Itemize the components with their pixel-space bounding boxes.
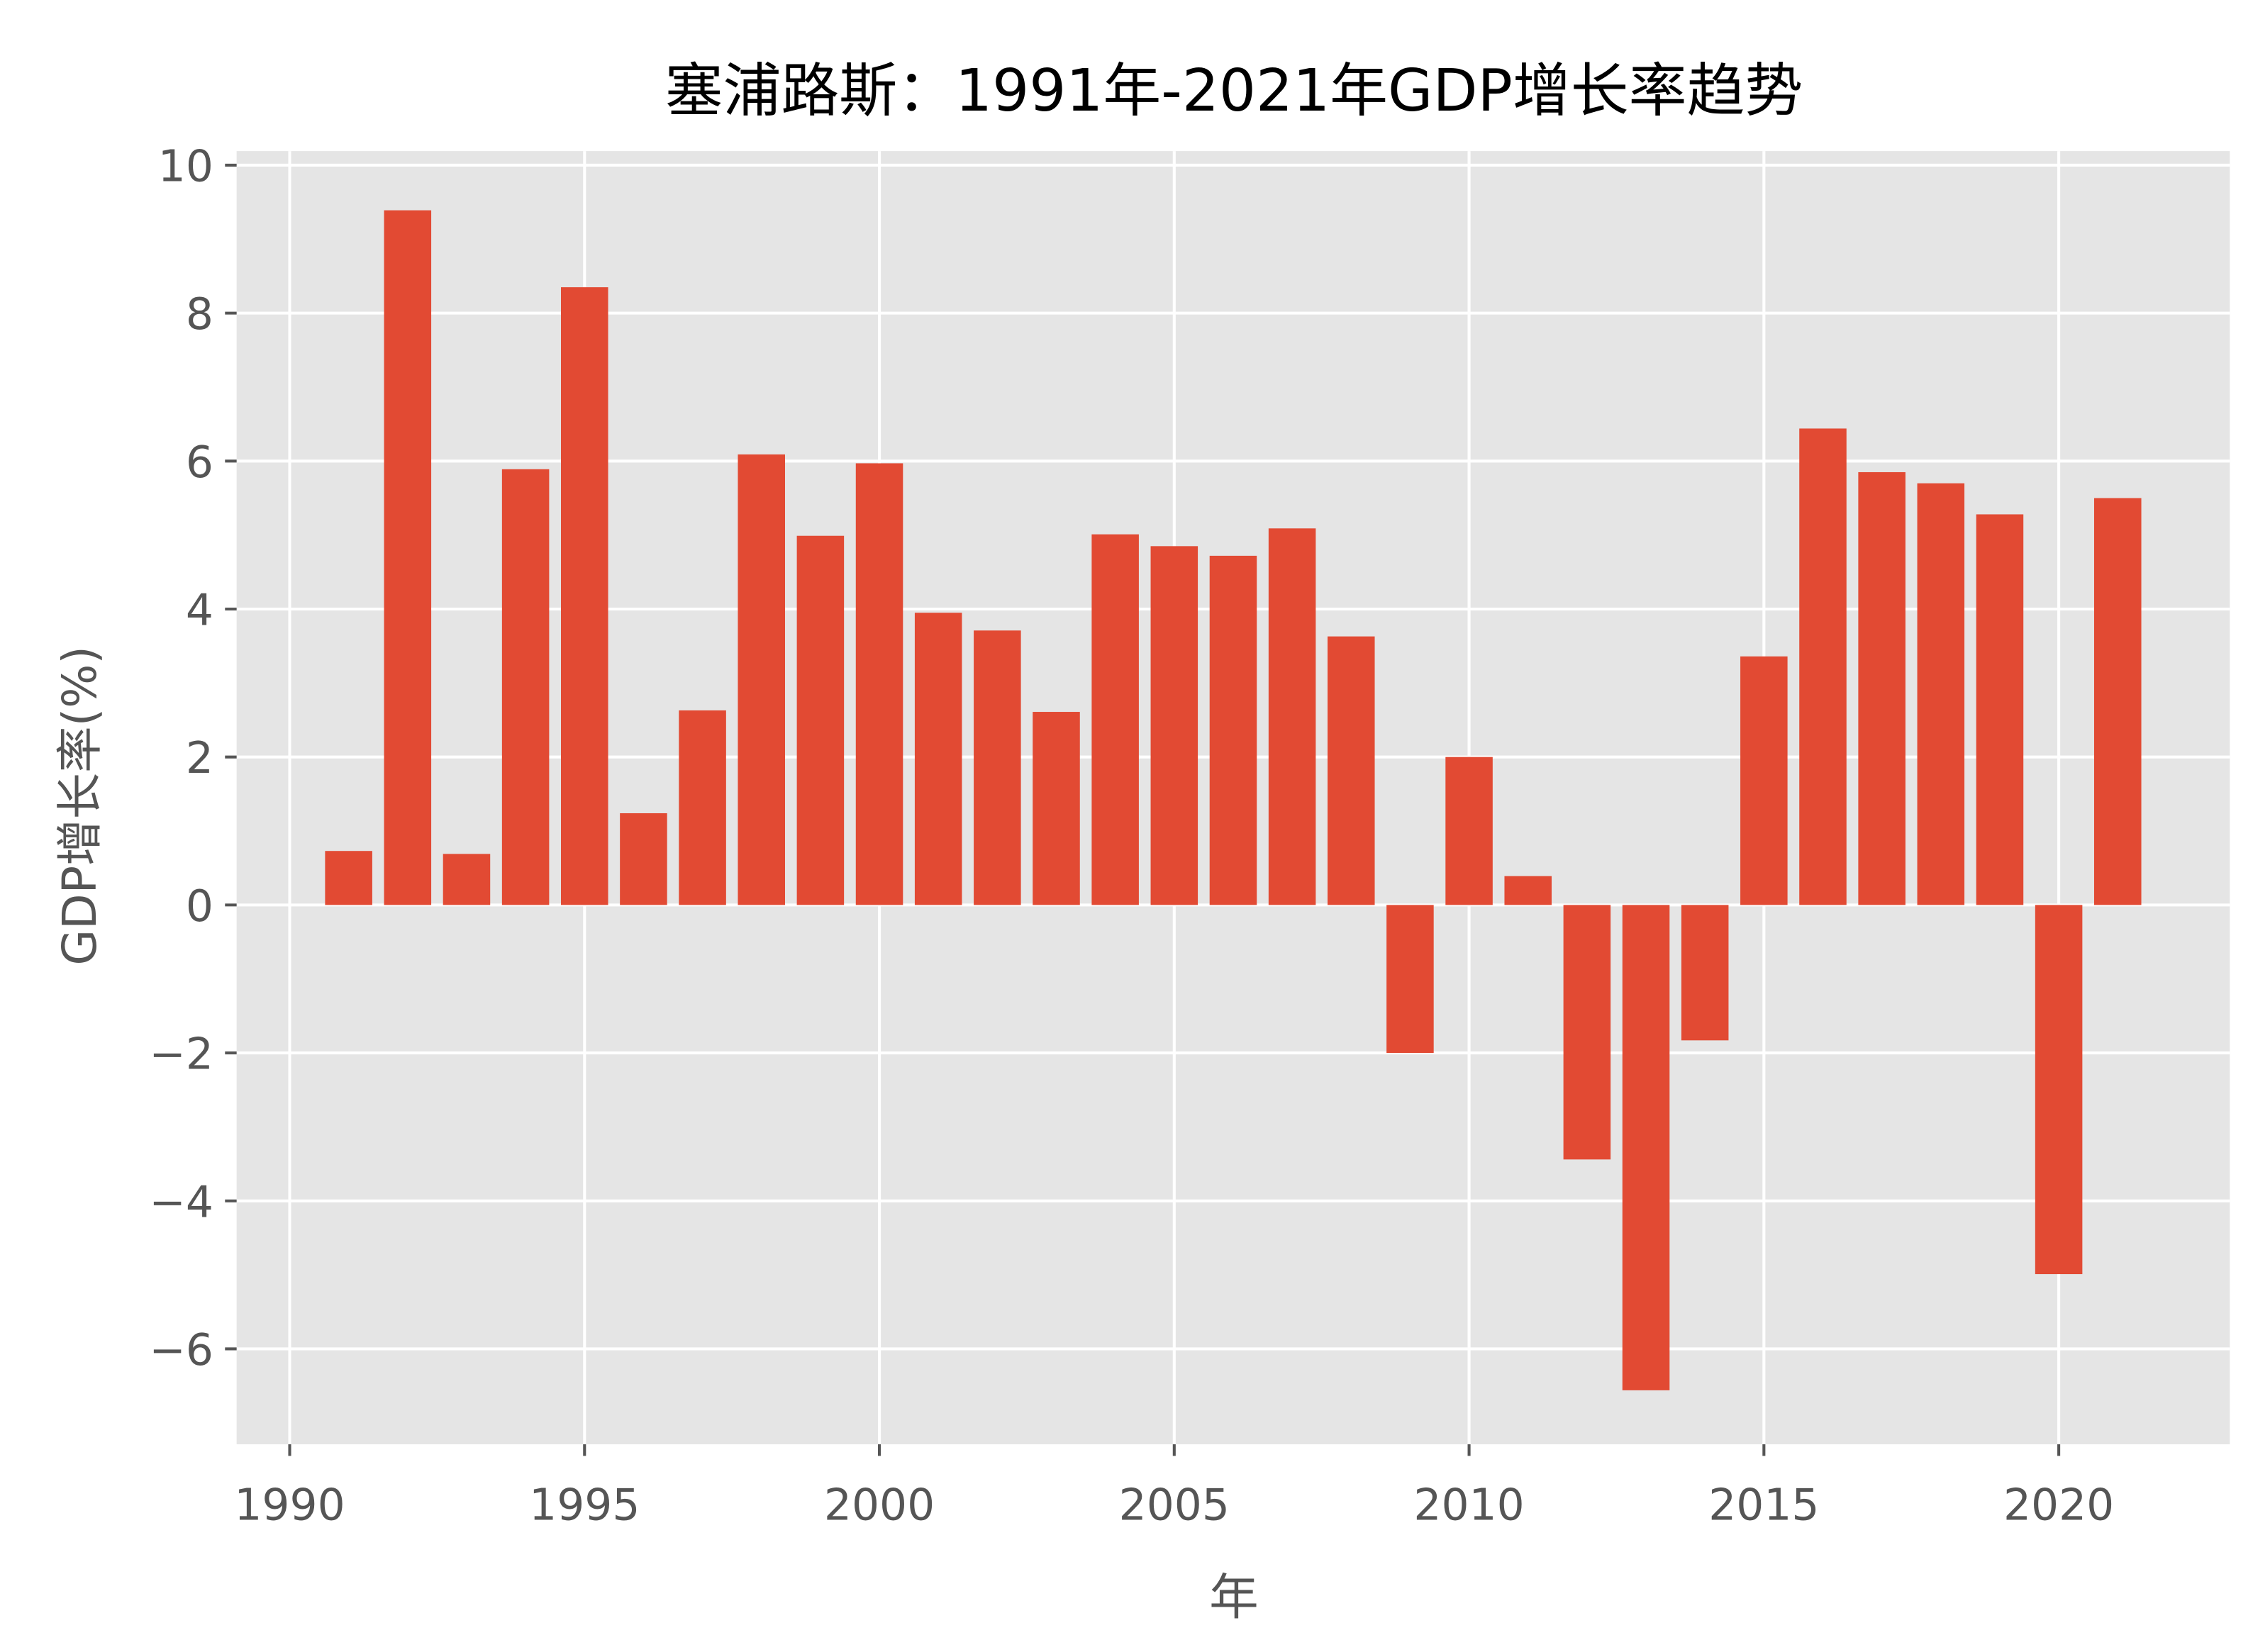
x-tick-label: 1990 [234, 1480, 345, 1530]
bar-2013 [1622, 905, 1670, 1390]
y-tick-label: 6 [186, 437, 213, 488]
bar-2011 [1504, 876, 1552, 905]
bar-2015 [1740, 656, 1788, 905]
bar-1995 [561, 287, 608, 905]
bar-2001 [914, 613, 962, 905]
bar-2007 [1268, 528, 1316, 905]
bars [325, 210, 2142, 1390]
chart-title: 塞浦路斯：1991年-2021年GDP增长率趋势 [665, 57, 1803, 125]
bar-1996 [620, 813, 667, 905]
bar-1993 [443, 854, 491, 905]
bar-2008 [1328, 636, 1375, 905]
bar-2020 [2035, 905, 2083, 1275]
bar-1999 [796, 535, 845, 905]
bar-2010 [1445, 757, 1493, 905]
bar-2016 [1799, 428, 1847, 905]
x-tick-label: 2005 [1119, 1480, 1230, 1530]
bar-2009 [1386, 905, 1434, 1054]
bar-2019 [1976, 514, 2024, 905]
bar-2000 [855, 463, 903, 905]
bar-2004 [1091, 534, 1139, 905]
y-tick-label: 10 [158, 141, 213, 191]
x-tick-label: 2015 [1708, 1480, 1819, 1530]
y-tick-label: 2 [186, 733, 213, 783]
bar-1991 [325, 851, 372, 905]
y-tick-label: −4 [149, 1177, 213, 1227]
bar-2021 [2093, 498, 2142, 905]
x-tick-label: 1995 [529, 1480, 640, 1530]
bar-2017 [1858, 471, 1906, 905]
x-axis-label: 年 [1209, 1569, 1259, 1626]
y-tick-label: 0 [186, 881, 213, 932]
bar-1997 [679, 710, 726, 905]
y-axis-label: GDP增长率(%) [53, 646, 107, 966]
x-tick-label: 2020 [2003, 1480, 2114, 1530]
bar-2014 [1681, 905, 1729, 1041]
x-tick-label: 2000 [824, 1480, 935, 1530]
x-tick-label: 2010 [1413, 1480, 1524, 1530]
bar-2012 [1563, 905, 1611, 1160]
bar-2005 [1150, 546, 1198, 905]
y-tick-label: −2 [149, 1029, 213, 1080]
y-tick-label: −6 [149, 1325, 213, 1375]
bar-2003 [1033, 712, 1080, 905]
y-tick-label: 4 [186, 586, 213, 636]
bar-2006 [1209, 555, 1257, 905]
bar-2002 [974, 630, 1021, 905]
bar-2018 [1917, 483, 1965, 905]
bar-1998 [738, 454, 785, 905]
y-tick-label: 8 [186, 289, 213, 340]
bar-1992 [384, 210, 432, 905]
ticks: 1990 1995 2000 2005 2010 2015 2020 −6 −4 −2 0 2 4 6 8 1… [149, 141, 2114, 1530]
bar-1994 [501, 469, 550, 905]
